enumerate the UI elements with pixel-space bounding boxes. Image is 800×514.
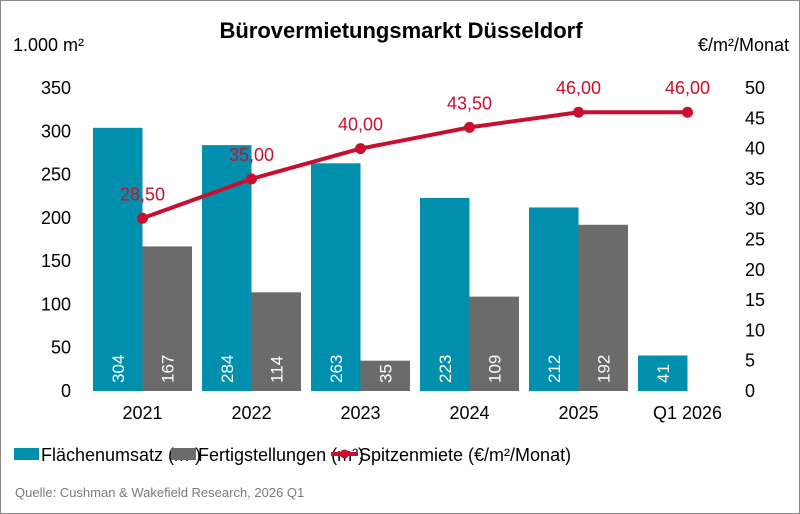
bar-value-label: 167 <box>158 355 177 383</box>
source-note: Quelle: Cushman & Wakefield Research, 20… <box>15 485 304 500</box>
bar-value-label: 35 <box>376 364 395 383</box>
bars-layer <box>93 127 688 391</box>
bar-flaechenumsatz <box>420 197 470 391</box>
bar-fertigstellungen <box>360 360 410 391</box>
spitzenmiete-marker <box>246 173 257 185</box>
left-axis-tick: 300 <box>41 121 71 141</box>
right-axis-tick: 35 <box>745 169 765 189</box>
left-axis-tick: 200 <box>41 208 71 228</box>
legend-label-flaechenumsatz: Flächenumsatz (m²) <box>41 445 201 465</box>
spitzenmiete-value-label: 28,50 <box>120 184 165 204</box>
bar-value-label: 284 <box>218 355 237 383</box>
category-label: 2021 <box>122 403 162 423</box>
right-axis-ticks: 0 5 10 15 20 25 30 35 40 45 50 <box>745 78 765 401</box>
spitzenmiete-marker <box>464 121 475 133</box>
spitzenmiete-value-label: 43,50 <box>447 93 492 113</box>
bar-value-label: 192 <box>594 355 613 383</box>
bar-value-label: 109 <box>485 355 504 383</box>
legend-swatch-flaechenumsatz <box>14 448 39 460</box>
left-axis-tick: 100 <box>41 294 71 314</box>
left-axis-tick: 50 <box>51 338 71 358</box>
right-axis-tick: 25 <box>745 230 765 250</box>
spitzenmiete-marker <box>682 106 693 118</box>
bar-labels-layer: 304 167 284 114 263 35 223 109 212 192 41 <box>109 355 673 383</box>
spitzenmiete-value-label: 46,00 <box>665 78 710 98</box>
bar-value-label: 212 <box>545 355 564 383</box>
right-axis-tick: 0 <box>745 381 755 401</box>
chart-title: Bürovermietungsmarkt Düsseldorf <box>219 18 583 43</box>
legend-label-spitzenmiete: Spitzenmiete (€/m²/Monat) <box>359 445 571 465</box>
left-axis-tick: 250 <box>41 165 71 185</box>
bar-fertigstellungen <box>142 246 192 391</box>
bar-value-label: 114 <box>267 356 286 383</box>
category-labels: 2021 2022 2023 2024 2025 Q1 2026 <box>122 403 722 423</box>
spitzenmiete-marker <box>355 143 366 155</box>
line-layer: 28,50 35,00 40,00 43,50 46,00 46,00 <box>120 78 710 224</box>
legend-swatch-fertigstellungen <box>171 448 196 460</box>
right-axis-tick: 15 <box>745 290 765 310</box>
bar-fertigstellungen <box>578 224 628 391</box>
bar-fertigstellungen <box>469 296 519 391</box>
category-label: 2024 <box>449 403 489 423</box>
right-axis-tick: 45 <box>745 108 765 128</box>
right-axis-tick: 20 <box>745 260 765 280</box>
legend: Flächenumsatz (m²)Fertigstellungen (m²)S… <box>14 445 571 465</box>
right-axis-tick: 5 <box>745 351 755 371</box>
spitzenmiete-marker <box>573 106 584 118</box>
right-axis-unit-label: €/m²/Monat <box>698 35 789 55</box>
right-axis-tick: 30 <box>745 199 765 219</box>
bar-value-label: 223 <box>436 355 455 383</box>
right-axis-tick: 50 <box>745 78 765 98</box>
left-axis-tick: 150 <box>41 251 71 271</box>
bar-fertigstellungen <box>251 292 301 391</box>
left-axis-ticks: 0 50 100 150 200 250 300 350 <box>41 78 71 401</box>
bar-value-label: 41 <box>654 364 673 383</box>
spitzenmiete-value-label: 46,00 <box>556 78 601 98</box>
category-label: 2025 <box>558 403 598 423</box>
legend-marker-spitzenmiete <box>340 449 349 459</box>
category-label: 2023 <box>340 403 380 423</box>
bar-flaechenumsatz <box>93 127 143 391</box>
legend-label-fertigstellungen: Fertigstellungen (m²) <box>198 445 364 465</box>
right-axis-tick: 10 <box>745 320 765 340</box>
bar-value-label: 304 <box>109 355 128 383</box>
category-label: 2022 <box>231 403 271 423</box>
bar-flaechenumsatz <box>638 355 688 391</box>
spitzenmiete-value-label: 40,00 <box>338 115 383 135</box>
bar-value-label: 263 <box>327 355 346 383</box>
bar-flaechenumsatz <box>529 207 579 391</box>
spitzenmiete-value-label: 35,00 <box>229 145 274 165</box>
spitzenmiete-marker <box>137 212 148 224</box>
bar-flaechenumsatz <box>311 163 361 391</box>
spitzenmiete-line <box>141 110 688 221</box>
category-label: Q1 2026 <box>653 403 722 423</box>
right-axis-tick: 40 <box>745 139 765 159</box>
left-axis-tick: 0 <box>61 381 71 401</box>
left-axis-unit-label: 1.000 m² <box>13 35 84 55</box>
left-axis-tick: 350 <box>41 78 71 98</box>
